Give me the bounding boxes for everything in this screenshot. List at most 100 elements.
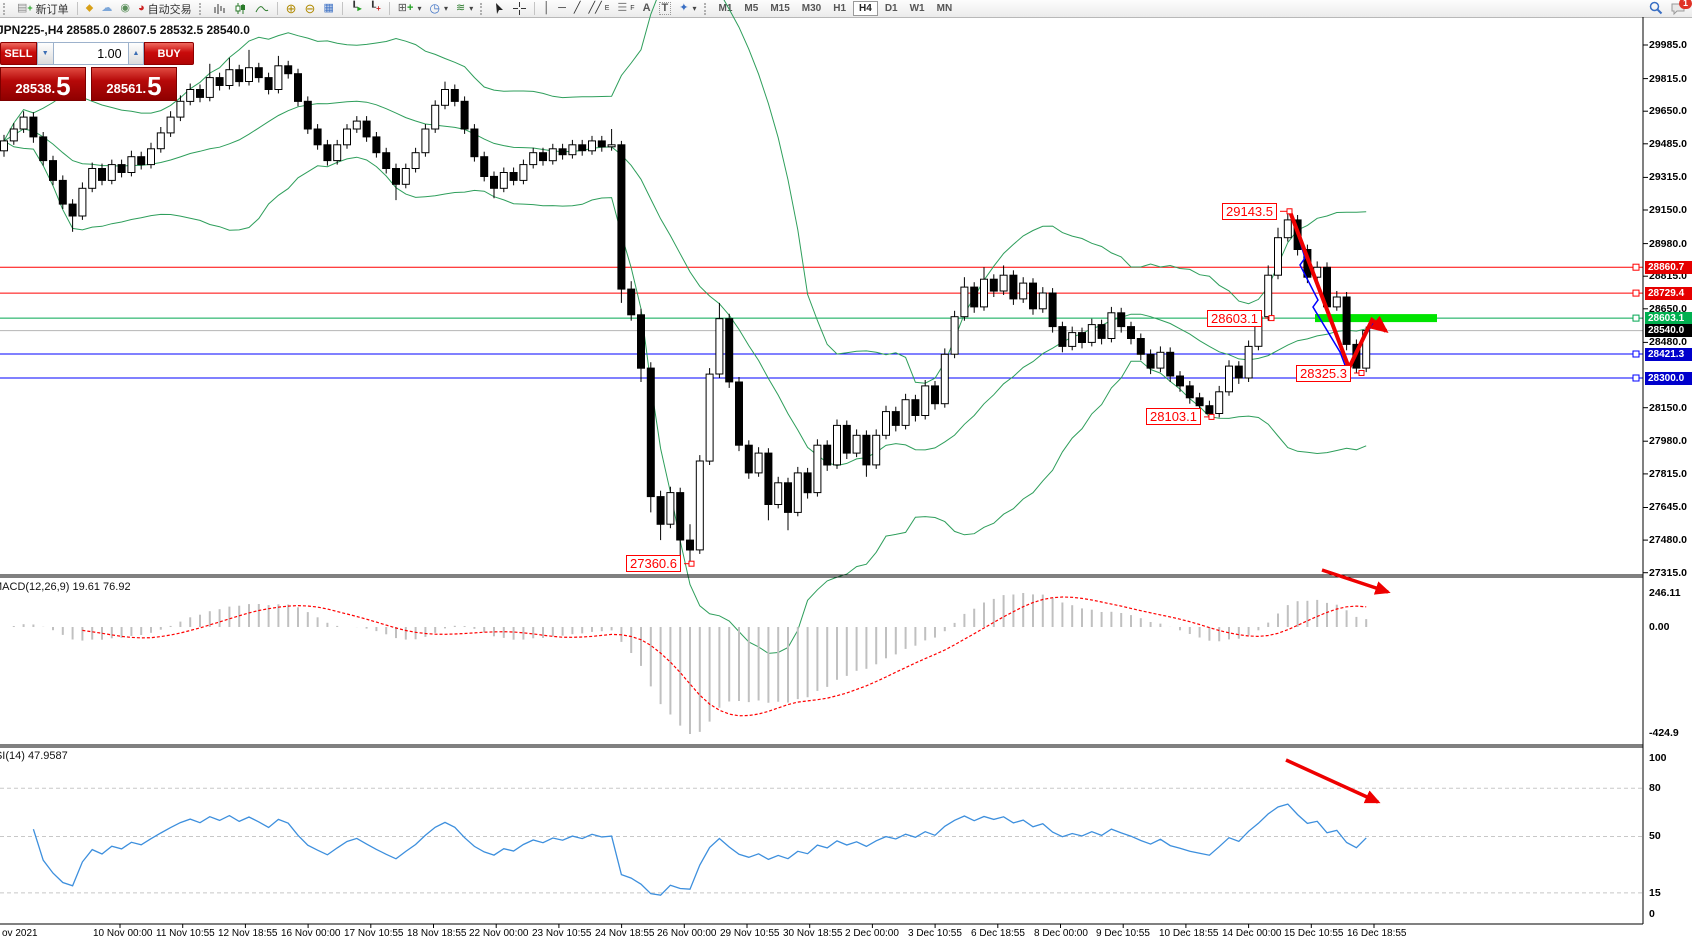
rsi-axis-label: 0 — [1649, 908, 1655, 920]
horizontal-line-tool[interactable]: ─ — [558, 2, 566, 14]
toolbar-grip[interactable] — [3, 2, 10, 15]
price-badge: 28860.7 — [1645, 261, 1692, 274]
trendline-tool[interactable]: ╱ — [573, 2, 581, 14]
date-label: 29 Nov 10:55 — [720, 928, 780, 939]
auto-trading-button[interactable]: ◕ 自动交易 — [134, 1, 196, 17]
indicator-window-icon: ┖▸ — [350, 2, 362, 14]
sell-button[interactable]: SELL — [0, 42, 37, 65]
date-label: 17 Nov 10:55 — [344, 928, 404, 939]
text-tool[interactable]: A — [642, 2, 651, 14]
rsi-indicator-label: RSI(14) 47.9587 — [0, 750, 68, 762]
rsi-axis-label: 50 — [1649, 830, 1661, 842]
channel-tool[interactable]: ╱╱ E — [588, 2, 610, 14]
date-label: 24 Nov 18:55 — [595, 928, 655, 939]
date-label: 8 Dec 00:00 — [1034, 928, 1088, 939]
signals-button[interactable]: ◉ — [116, 1, 134, 17]
buy-button[interactable]: BUY — [144, 42, 194, 65]
rsi-axis-label: 15 — [1649, 887, 1661, 899]
timeframe-button-m1[interactable]: M1 — [718, 3, 733, 14]
date-label: 23 Nov 10:55 — [532, 928, 592, 939]
timeframe-button-m5[interactable]: M5 — [744, 3, 759, 14]
indicator-window-button[interactable]: ┖▸ — [347, 1, 366, 17]
price-badge: 28300.0 — [1645, 372, 1692, 385]
price-tick-label: 29815.0 — [1649, 73, 1687, 85]
text-label-tool[interactable]: T — [655, 1, 676, 17]
arrows-tool[interactable]: ✦ ▾ — [679, 2, 697, 14]
search-icon — [1649, 1, 1663, 15]
timeframe-button-d1[interactable]: D1 — [884, 3, 898, 14]
chevron-down-icon: ▾ — [469, 4, 474, 13]
cursor-tool-button[interactable] — [490, 1, 509, 17]
price-badge: 28603.1 — [1645, 312, 1692, 325]
auto-trading-label: 自动交易 — [147, 3, 192, 16]
zoom-out-button[interactable]: ⊖ — [301, 1, 320, 17]
timeframe-button-h1[interactable]: H1 — [833, 3, 847, 14]
new-order-button[interactable]: ▤+ 新订单 — [13, 1, 73, 17]
price-tick-label: 27480.0 — [1649, 534, 1687, 546]
date-label: 14 Dec 00:00 — [1222, 928, 1282, 939]
notifications-button[interactable]: 1 — [1671, 0, 1692, 18]
new-chart-icon: ⊞+ — [397, 2, 414, 14]
date-label: 9 Dec 10:55 — [1096, 928, 1150, 939]
fibonacci-tool[interactable]: ☰ F — [617, 2, 635, 14]
timeframe-button-mn[interactable]: MN — [936, 3, 953, 14]
chevron-down-icon: ▾ — [692, 4, 697, 13]
clock-icon: ◷ — [429, 1, 440, 15]
timeframe-button-w1[interactable]: W1 — [909, 3, 925, 14]
timeframe-button-m15[interactable]: M15 — [770, 3, 790, 14]
zoom-in-icon: ⊕ — [285, 1, 297, 16]
template-icon: ≋ — [455, 2, 466, 14]
zoom-in-button[interactable]: ⊕ — [282, 1, 301, 17]
rsi-panel-layer — [0, 787, 1643, 896]
price-annotation: 27360.6 — [626, 555, 681, 572]
period-button[interactable]: ◷ ▾ — [425, 1, 452, 17]
price-tick-label: 29650.0 — [1649, 105, 1687, 117]
styler-button[interactable]: ⬥ — [82, 1, 98, 17]
price-tick-label: 29150.0 — [1649, 204, 1687, 216]
bar-chart-icon — [214, 4, 225, 14]
buy-price-display[interactable]: 28561. 5 — [91, 67, 177, 101]
tile-windows-icon: ▦ — [323, 2, 334, 14]
auto-trading-icon: ◕ — [137, 2, 145, 14]
volume-decrease-button[interactable]: ▼ — [36, 42, 54, 65]
vertical-line-tool[interactable]: │ — [543, 2, 551, 14]
line-chart-button[interactable] — [251, 1, 273, 17]
macd-indicator-label: MACD(12,26,9) 19.61 76.92 — [0, 581, 131, 593]
candlestick-chart-button[interactable] — [230, 1, 251, 17]
bar-chart-button[interactable] — [209, 1, 230, 17]
date-label: 3 Dec 10:55 — [908, 928, 962, 939]
new-order-label: 新订单 — [35, 3, 69, 16]
macd-axis-min: -424.9 — [1649, 727, 1679, 739]
timeframe-button-m30[interactable]: M30 — [801, 3, 822, 14]
signal-icon: ◉ — [120, 2, 130, 14]
macd-axis-zero: 0.00 — [1649, 621, 1670, 633]
search-button[interactable] — [1649, 1, 1663, 18]
date-label: 11 Nov 10:55 — [156, 928, 215, 939]
sell-price-display[interactable]: 28538. 5 — [0, 67, 86, 101]
date-label: 22 Nov 00:00 — [469, 928, 529, 939]
template-button[interactable]: ≋ ▾ — [452, 1, 477, 17]
cloud-button[interactable]: ☁ — [97, 1, 116, 17]
date-label: 10 Nov 00:00 — [93, 928, 153, 939]
crosshair-tool-button[interactable] — [509, 1, 530, 17]
timeframe-button-h4[interactable]: H4 — [853, 1, 878, 16]
price-tick-label: 27315.0 — [1649, 567, 1687, 579]
tile-windows-button[interactable]: ▦ — [319, 1, 337, 17]
notification-badge: 1 — [1678, 0, 1692, 9]
chevron-down-icon: ▾ — [443, 4, 448, 13]
line-chart-icon — [255, 6, 268, 13]
date-label: 30 Nov 18:55 — [783, 928, 843, 939]
indicator-list-button[interactable]: ┖+ — [366, 1, 385, 17]
price-annotation: 28325.3 — [1296, 365, 1351, 382]
volume-increase-button[interactable]: ▲ — [127, 42, 145, 65]
new-chart-button[interactable]: ⊞+ ▾ — [394, 1, 426, 17]
zoom-out-icon: ⊖ — [304, 1, 316, 16]
date-label: 10 Dec 18:55 — [1159, 928, 1219, 939]
bucket-icon: ⬥ — [85, 2, 94, 14]
price-tick-label: 27815.0 — [1649, 468, 1687, 480]
one-click-trading-panel: SELL ▼ ▲ BUY 28538.5 28561.5 — [0, 42, 194, 101]
volume-input[interactable] — [53, 42, 128, 65]
date-label: 26 Nov 00:00 — [657, 928, 717, 939]
